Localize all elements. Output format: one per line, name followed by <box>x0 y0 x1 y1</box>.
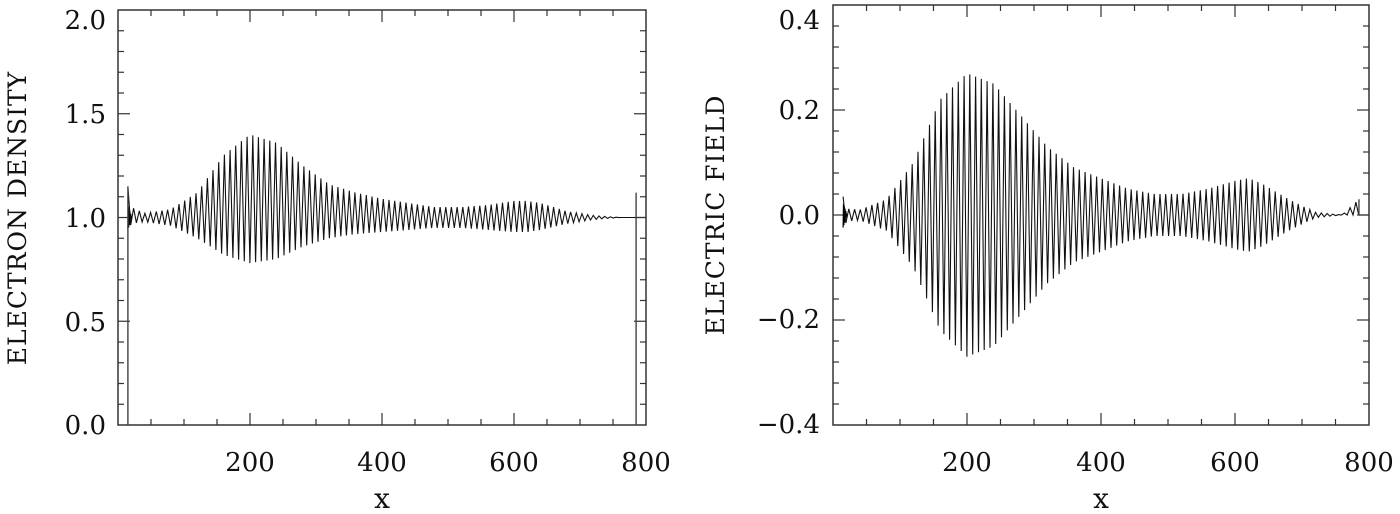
x-axis-label: x <box>374 482 390 514</box>
ytick-label: −0.4 <box>757 410 820 440</box>
xtick-label: 400 <box>1076 448 1126 478</box>
xtick-label: 400 <box>357 448 407 478</box>
y-axis-label: ELECTRIC FIELD <box>701 95 730 336</box>
y-axis-label: ELECTRON DENSITY <box>3 71 32 365</box>
y-tick-labels: 0.4 0.2 0.0 −0.2 −0.4 <box>757 6 820 440</box>
xtick-label: 600 <box>489 448 539 478</box>
ytick-label: 1.0 <box>65 204 106 234</box>
xtick-label: 800 <box>1344 448 1394 478</box>
x-axis-label: x <box>1093 482 1109 514</box>
y-tick-labels: 2.0 1.5 1.0 0.5 0.0 <box>65 6 106 441</box>
electric-field-wave-trace <box>842 74 1369 357</box>
xtick-label: 200 <box>225 448 275 478</box>
ytick-label: 0.4 <box>779 6 820 36</box>
electric-field-chart: 0.4 0.2 0.0 −0.2 −0.4 200 400 600 800 x … <box>701 4 1394 514</box>
xtick-label: 200 <box>942 448 992 478</box>
x-tick-labels: 200 400 600 800 <box>225 448 671 478</box>
ytick-label: 0.5 <box>65 308 106 338</box>
ytick-label: 0.2 <box>779 96 820 126</box>
ytick-label: 0.0 <box>779 201 820 231</box>
ytick-label: 1.5 <box>65 100 106 130</box>
xtick-label: 600 <box>1210 448 1260 478</box>
xtick-label: 800 <box>621 448 671 478</box>
ytick-label: 0.0 <box>65 411 106 441</box>
x-tick-labels: 200 400 600 800 <box>942 448 1394 478</box>
ytick-label: −0.2 <box>757 305 820 335</box>
ytick-label: 2.0 <box>65 6 106 36</box>
electron-density-chart: 2.0 1.5 1.0 0.5 0.0 200 400 600 800 x EL… <box>3 6 671 514</box>
density-wave-trace <box>127 135 646 425</box>
